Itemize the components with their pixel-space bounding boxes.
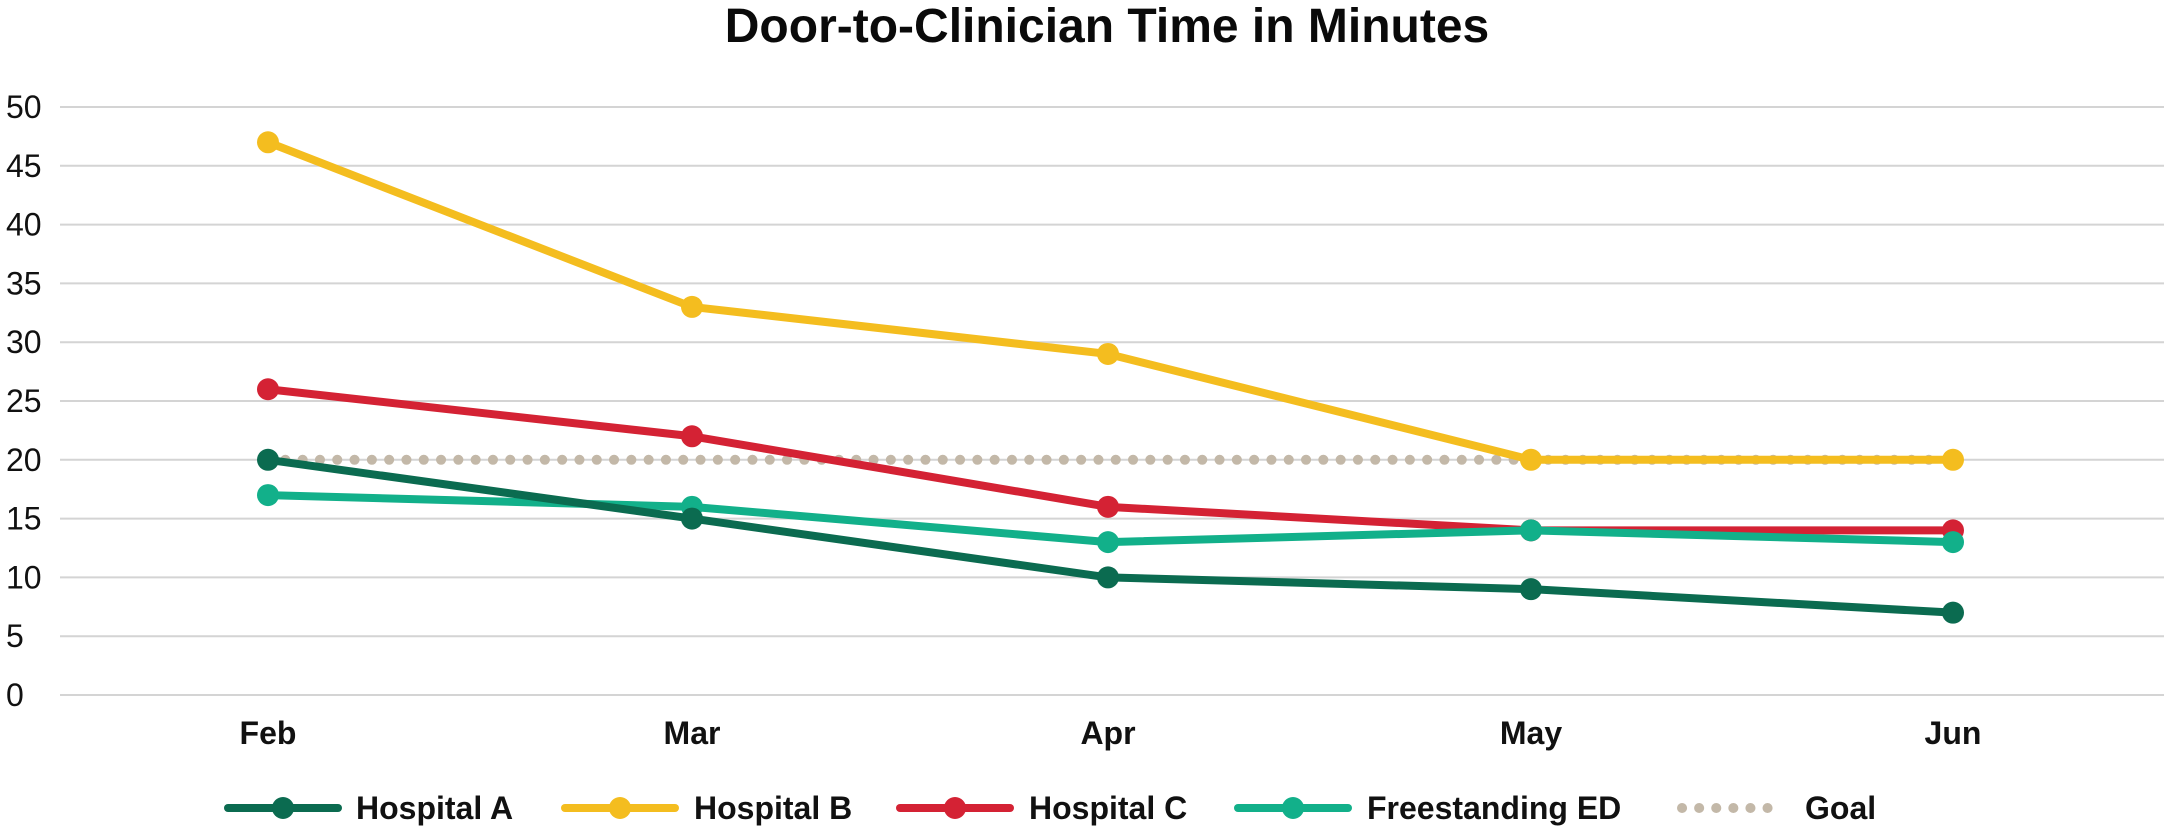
data-point[interactable]	[1520, 578, 1542, 601]
x-tick-label: May	[1500, 715, 1562, 751]
y-tick-label: 10	[6, 559, 42, 595]
data-point[interactable]	[257, 131, 279, 154]
data-point[interactable]	[1097, 531, 1119, 554]
y-tick-label: 50	[6, 89, 42, 125]
legend-marker	[609, 797, 631, 819]
legend-label: Hospital A	[356, 790, 513, 826]
data-point[interactable]	[1942, 531, 1964, 554]
y-tick-label: 40	[6, 207, 42, 243]
x-tick-label: Mar	[664, 715, 721, 751]
legend: Hospital A Hospital B Hospital C Freestandi…	[224, 790, 1876, 826]
data-point[interactable]	[1097, 566, 1119, 589]
y-tick-label: 15	[6, 501, 42, 537]
data-point[interactable]	[681, 425, 703, 448]
y-axis: 0 5 10 15 20 25 30 35 40 45 50	[6, 89, 42, 713]
legend-item-hospital-b[interactable]: Hospital B	[561, 790, 852, 826]
data-point[interactable]	[1097, 342, 1119, 365]
y-tick-label: 0	[6, 677, 24, 713]
x-tick-label: Feb	[240, 715, 297, 751]
legend-marker	[944, 797, 966, 819]
data-point[interactable]	[1520, 448, 1542, 471]
chart-title: Door-to-Clinician Time in Minutes	[725, 0, 1489, 53]
legend-marker	[272, 797, 294, 819]
series-hospital-b	[257, 131, 1964, 471]
series-line	[264, 138, 1957, 464]
data-point[interactable]	[257, 484, 279, 507]
legend-item-hospital-c[interactable]: Hospital C	[896, 790, 1187, 826]
legend-item-goal[interactable]: Goal	[1677, 790, 1876, 826]
x-axis: Feb Mar Apr May Jun	[240, 715, 1982, 751]
data-point[interactable]	[1097, 495, 1119, 518]
data-point[interactable]	[1942, 601, 1964, 624]
series-group	[257, 131, 1964, 624]
legend-item-freestanding-ed[interactable]: Freestanding ED	[1234, 790, 1621, 826]
data-point[interactable]	[257, 448, 279, 471]
y-tick-label: 30	[6, 324, 42, 360]
legend-label: Hospital B	[694, 790, 852, 826]
legend-label: Goal	[1805, 790, 1876, 826]
data-point[interactable]	[1942, 448, 1964, 471]
y-tick-label: 25	[6, 383, 42, 419]
x-tick-label: Jun	[1925, 715, 1982, 751]
y-tick-label: 5	[6, 618, 24, 654]
data-point[interactable]	[257, 378, 279, 401]
legend-marker	[1282, 797, 1304, 819]
data-point[interactable]	[681, 507, 703, 530]
legend-item-hospital-a[interactable]: Hospital A	[224, 790, 513, 826]
legend-label: Freestanding ED	[1367, 790, 1621, 826]
y-tick-label: 20	[6, 442, 42, 478]
y-tick-label: 45	[6, 148, 42, 184]
y-tick-label: 35	[6, 265, 42, 301]
legend-label: Hospital C	[1029, 790, 1187, 826]
x-tick-label: Apr	[1080, 715, 1135, 751]
data-point[interactable]	[681, 295, 703, 318]
series-hospital-a	[257, 448, 1964, 624]
data-point[interactable]	[1520, 519, 1542, 542]
